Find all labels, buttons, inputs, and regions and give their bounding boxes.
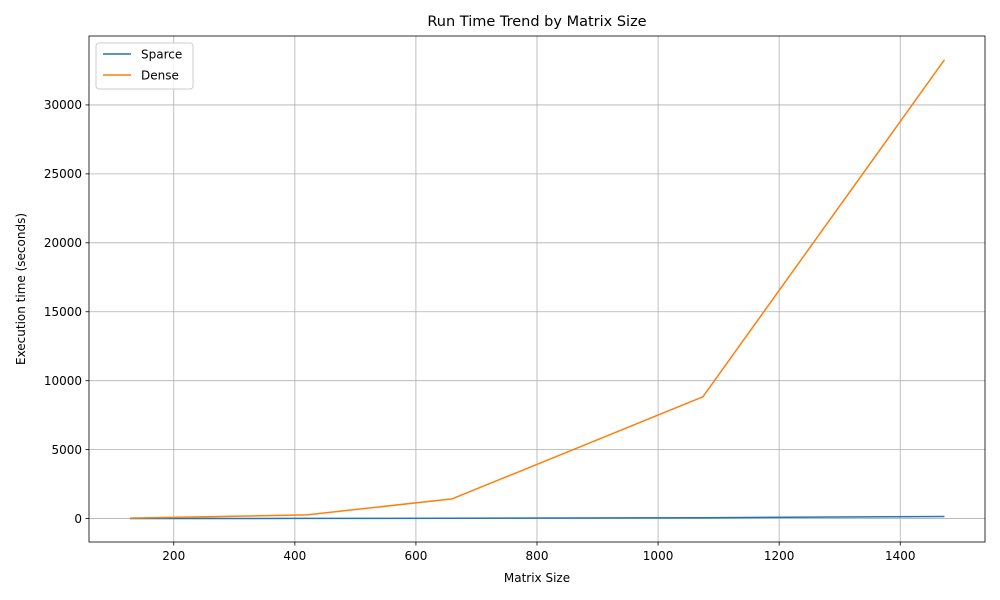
x-tick-label: 1400	[885, 549, 916, 563]
y-tick-label: 5000	[51, 443, 82, 457]
x-tick-label: 1000	[643, 549, 674, 563]
series-line-dense	[130, 59, 946, 519]
y-tick-label: 0	[74, 512, 82, 526]
y-tick-label: 15000	[44, 305, 82, 319]
y-tick-label: 20000	[44, 236, 82, 250]
series-line-sparce	[130, 515, 945, 520]
y-axis-label: Execution time (seconds)	[14, 213, 28, 365]
y-tick-label: 25000	[44, 167, 82, 181]
y-axis-ticks: 0 5000 10000 15000 20000 25000 30000	[44, 98, 89, 526]
series-lines	[130, 59, 946, 520]
legend: Sparce Dense	[95, 42, 194, 90]
legend-label-dense: Dense	[141, 68, 179, 82]
x-tick-label: 200	[162, 549, 185, 563]
x-tick-label: 1200	[764, 549, 795, 563]
x-axis-ticks: 200 400 600 800 1000 1200 1400	[162, 542, 916, 563]
legend-label-sparce: Sparce	[141, 47, 182, 61]
x-axis-label: Matrix Size	[504, 571, 570, 585]
chart-title: Run Time Trend by Matrix Size	[427, 14, 646, 30]
y-tick-label: 30000	[44, 98, 82, 112]
x-tick-label: 600	[404, 549, 427, 563]
x-tick-label: 800	[526, 549, 549, 563]
grid	[89, 36, 985, 542]
y-tick-label: 10000	[44, 374, 82, 388]
x-tick-label: 400	[283, 549, 306, 563]
